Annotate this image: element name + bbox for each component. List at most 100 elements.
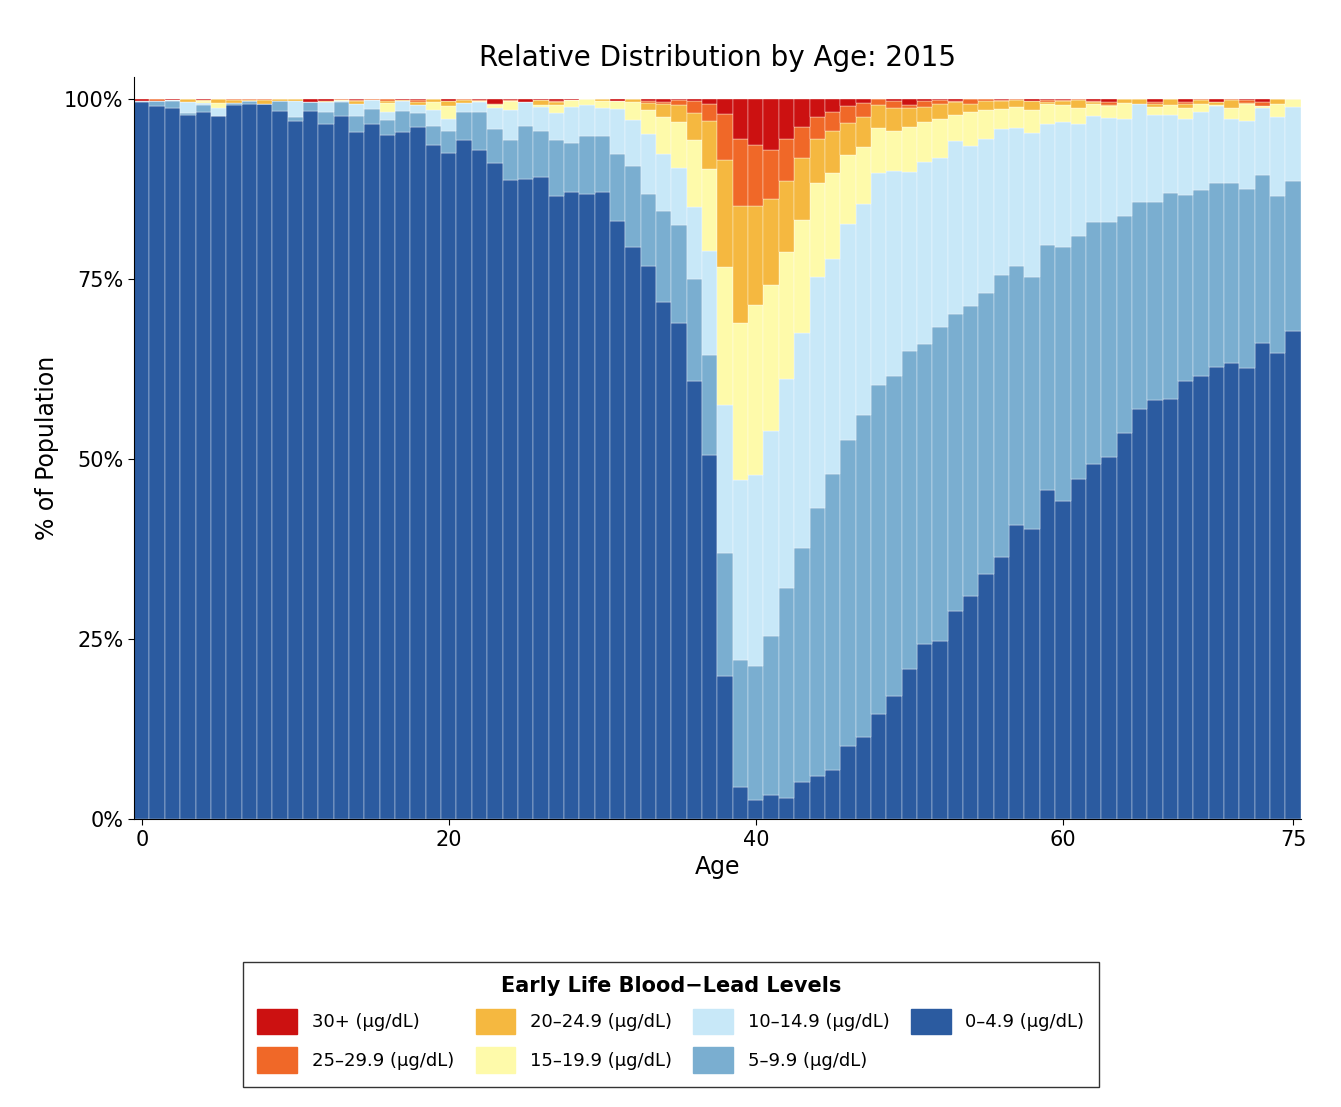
Bar	[687, 207, 703, 279]
Bar	[932, 641, 948, 819]
Bar	[672, 225, 687, 323]
Bar	[1148, 100, 1163, 102]
Bar	[641, 100, 656, 101]
Bar	[1117, 216, 1132, 433]
Bar	[763, 795, 779, 819]
Bar	[518, 126, 534, 179]
Bar	[425, 145, 441, 819]
Bar	[1177, 381, 1193, 819]
Bar	[1101, 105, 1117, 106]
Bar	[1270, 196, 1286, 353]
Bar	[625, 102, 641, 121]
Bar	[656, 154, 672, 211]
Bar	[841, 155, 856, 225]
Bar	[641, 194, 656, 266]
Bar	[901, 351, 917, 670]
Bar	[1239, 189, 1255, 368]
Bar	[272, 111, 287, 819]
Bar	[870, 105, 886, 127]
Bar	[794, 100, 810, 127]
Bar	[948, 611, 963, 819]
Bar	[963, 112, 979, 146]
Bar	[1177, 195, 1193, 381]
Bar	[180, 113, 196, 115]
Bar	[1208, 102, 1224, 105]
Bar	[594, 101, 610, 107]
Bar	[211, 108, 227, 115]
Bar	[1286, 180, 1301, 331]
Bar	[1286, 100, 1301, 106]
Bar	[1224, 108, 1239, 120]
Bar	[410, 127, 425, 819]
Bar	[518, 102, 534, 126]
Bar	[1224, 120, 1239, 183]
Bar	[856, 103, 870, 117]
Bar	[1208, 366, 1224, 819]
Bar	[272, 100, 287, 101]
Bar	[396, 132, 410, 819]
Bar	[1239, 100, 1255, 103]
Bar	[365, 124, 380, 819]
Bar	[456, 139, 472, 819]
Bar	[794, 127, 810, 158]
Bar	[380, 121, 396, 135]
Bar	[565, 100, 579, 107]
Bar	[703, 104, 717, 122]
Bar	[241, 100, 257, 102]
Bar	[1208, 106, 1224, 183]
Bar	[948, 102, 963, 115]
Bar	[841, 746, 856, 819]
Bar	[870, 127, 886, 173]
Bar	[487, 100, 503, 104]
Bar	[841, 225, 856, 439]
Bar	[1117, 120, 1132, 216]
Bar	[687, 139, 703, 207]
Bar	[272, 101, 287, 111]
Bar	[625, 247, 641, 819]
Bar	[948, 100, 963, 101]
Bar	[303, 100, 318, 102]
Bar	[1270, 104, 1286, 116]
Bar	[825, 474, 841, 770]
Bar	[886, 170, 901, 375]
Bar	[732, 660, 748, 787]
Bar	[1193, 100, 1208, 104]
Bar	[380, 100, 396, 101]
Bar	[503, 110, 518, 141]
Bar	[1025, 529, 1039, 819]
Bar	[1101, 457, 1117, 819]
Bar	[227, 100, 241, 103]
Bar	[196, 105, 211, 112]
Bar	[810, 100, 825, 117]
Bar	[227, 103, 241, 105]
Bar	[318, 100, 334, 101]
Bar	[672, 100, 687, 101]
Bar	[886, 101, 901, 108]
Bar	[825, 770, 841, 819]
Bar	[717, 554, 732, 675]
Bar	[1208, 105, 1224, 106]
Bar	[1070, 100, 1086, 101]
Bar	[794, 782, 810, 819]
Bar	[641, 103, 656, 111]
Bar	[625, 166, 641, 247]
Bar	[917, 106, 932, 122]
Bar	[149, 101, 165, 105]
Bar	[825, 100, 841, 112]
Bar	[687, 113, 703, 139]
Bar	[134, 101, 149, 102]
Bar	[1239, 368, 1255, 819]
Bar	[1286, 106, 1301, 180]
Bar	[1193, 112, 1208, 190]
Bar	[870, 100, 886, 105]
Bar	[687, 101, 703, 113]
Bar	[303, 111, 318, 819]
Bar	[917, 102, 932, 106]
Bar	[1163, 105, 1177, 115]
Bar	[979, 293, 994, 573]
Bar	[886, 696, 901, 819]
Bar	[1132, 100, 1148, 104]
Bar	[1055, 500, 1070, 819]
Bar	[810, 139, 825, 183]
Bar	[732, 100, 748, 139]
